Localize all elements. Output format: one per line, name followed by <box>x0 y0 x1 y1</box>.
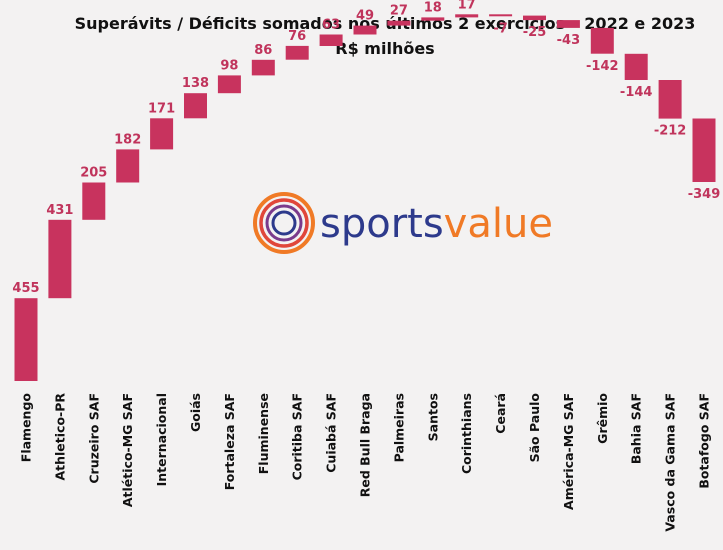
category-label: Coritiba SAF <box>290 393 305 480</box>
bar-goi-s <box>184 93 207 119</box>
category-label: Flamengo <box>19 393 34 463</box>
bar-red-bull-braga <box>353 25 377 35</box>
category-label: Red Bull Braga <box>358 393 373 497</box>
value-label: 431 <box>46 203 73 218</box>
value-label: 63 <box>322 18 340 33</box>
category-label: Santos <box>425 393 440 441</box>
bar-cear- <box>489 14 513 17</box>
value-label: 455 <box>12 281 39 296</box>
bar-vasco-da-gama-saf <box>658 80 682 119</box>
bar-corinthians <box>455 14 479 18</box>
category-label: Grêmio <box>595 393 610 444</box>
bar-cuiab-saf <box>319 34 343 46</box>
value-label: -43 <box>557 33 581 48</box>
category-label: São Paulo <box>527 393 542 463</box>
bar-fortaleza-saf <box>217 75 241 94</box>
bar-flamengo <box>14 298 38 381</box>
bar-fluminense <box>251 59 275 76</box>
category-label: Fortaleza SAF <box>222 393 237 490</box>
bar-series <box>14 14 716 381</box>
value-label: 49 <box>356 9 374 24</box>
value-label: -349 <box>688 187 721 202</box>
category-label: Bahia SAF <box>629 393 644 464</box>
value-label: 182 <box>114 132 141 147</box>
bar-botafogo-saf <box>692 118 716 182</box>
category-label: Athletico-PR <box>52 393 67 481</box>
bar-athletico-pr <box>48 219 72 299</box>
logo-value-text: value <box>444 201 553 247</box>
sportsvalue-logo: sportsvalue <box>253 192 553 254</box>
value-label: 86 <box>254 43 272 58</box>
value-label: -7 <box>493 21 507 36</box>
value-label: 27 <box>390 4 408 19</box>
value-label: 205 <box>80 166 107 181</box>
category-label: Corinthians <box>459 393 474 474</box>
category-label: Goiás <box>188 393 203 432</box>
category-label: Fluminense <box>256 393 271 474</box>
category-label: Ceará <box>493 393 508 434</box>
bar-gr-mio <box>590 27 614 54</box>
bar-santos <box>421 17 445 21</box>
value-label: 17 <box>458 0 476 12</box>
value-label: 171 <box>148 101 175 116</box>
bar-internacional <box>150 118 174 150</box>
bar-coritiba-saf <box>285 45 309 60</box>
value-label: 138 <box>182 76 209 91</box>
value-label: -142 <box>586 59 619 74</box>
category-label: Cuiabá SAF <box>324 393 339 473</box>
category-label: Vasco da Gama SAF <box>663 393 678 532</box>
category-label: Internacional <box>154 393 169 486</box>
value-label: 18 <box>424 0 442 15</box>
bar-atl-tico-mg-saf <box>116 149 140 183</box>
category-label: Palmeiras <box>391 393 406 462</box>
sportsvalue-ring-logo-icon <box>253 192 315 254</box>
value-label: -144 <box>620 85 653 100</box>
chart-subtitle: R$ milhões <box>335 39 434 58</box>
value-label: -25 <box>523 25 547 40</box>
category-label: Atlético-MG SAF <box>120 393 135 507</box>
bar-cruzeiro-saf <box>82 182 106 220</box>
bar-am-rica-mg-saf <box>556 20 580 28</box>
category-label: Botafogo SAF <box>697 393 712 489</box>
value-label: 76 <box>288 29 306 44</box>
category-label: América-MG SAF <box>561 393 576 510</box>
bar-palmeiras <box>387 20 411 26</box>
logo-wordmark: sportsvalue <box>320 201 553 247</box>
value-label: -212 <box>654 124 687 139</box>
bar-s-o-paulo <box>523 15 546 21</box>
value-label: 98 <box>220 58 238 73</box>
logo-sports-text: sports <box>320 201 444 247</box>
category-labels: Flamengo Athletico-PR Cruzeiro SAF Atlético… <box>19 393 712 532</box>
category-label: Cruzeiro SAF <box>86 393 101 484</box>
bar-bahia-saf <box>624 53 648 80</box>
